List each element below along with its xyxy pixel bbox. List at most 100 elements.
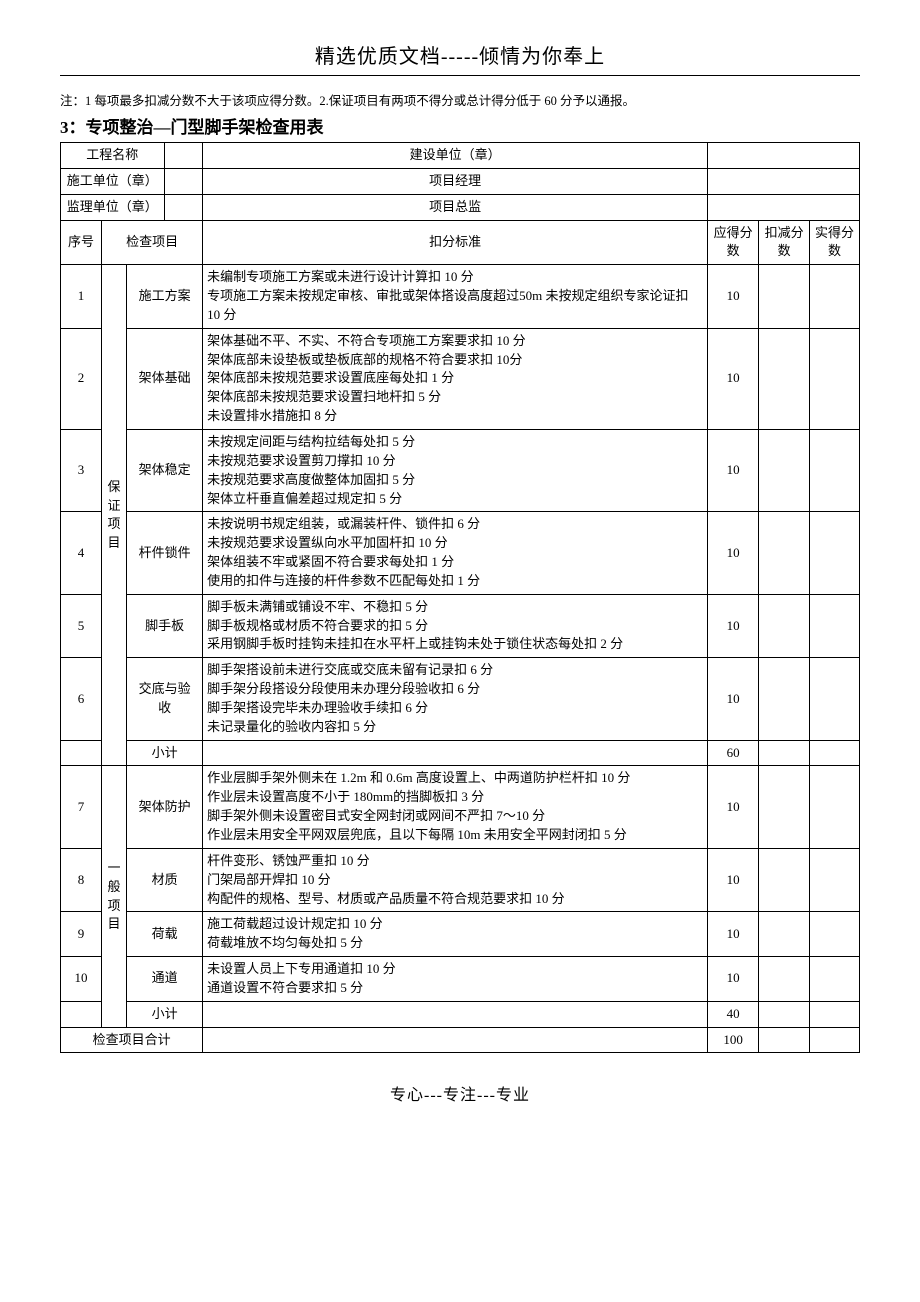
subtotal-actual (810, 740, 860, 766)
table-row: 6 交底与验 收 脚手架搭设前未进行交底或交底未留有记录扣 6 分脚手架分段搭设… (61, 658, 860, 740)
actual-cell (810, 848, 860, 912)
criteria-cell: 未按规定间距与结构拉结每处扣 5 分未按规范要求设置剪刀撑扣 10 分未按规范要… (203, 429, 708, 511)
total-should: 100 (708, 1027, 759, 1053)
director-value (708, 194, 860, 220)
deduct-cell (759, 912, 810, 957)
should-cell: 10 (708, 328, 759, 429)
item-cell: 交底与验 收 (127, 658, 203, 740)
col-deduct: 扣减分数 (759, 220, 810, 265)
deduct-cell (759, 512, 810, 594)
page-footer: 专心---专注---专业 (60, 1081, 860, 1105)
note-text: 注：1 每项最多扣减分数不大于该项应得分数。2.保证项目有两项不得分或总计得分低… (60, 90, 860, 109)
seq-cell: 7 (61, 766, 102, 848)
subtotal-row: 小计 40 (61, 1001, 860, 1027)
group-label: 一般项目 (102, 766, 127, 1027)
constructor-label: 施工单位（章） (61, 168, 165, 194)
should-cell: 10 (708, 957, 759, 1002)
should-cell: 10 (708, 429, 759, 511)
deduct-cell (759, 328, 810, 429)
item-cell: 杆件锁件 (127, 512, 203, 594)
constructor-value (164, 168, 203, 194)
director-label: 项目总监 (203, 194, 708, 220)
criteria-cell: 架体基础不平、不实、不符合专项施工方案要求扣 10 分架体底部未设垫板或垫板底部… (203, 328, 708, 429)
seq-cell-empty (61, 1001, 102, 1027)
item-cell: 架体基础 (127, 328, 203, 429)
pm-label: 项目经理 (203, 168, 708, 194)
subtotal-deduct (759, 1001, 810, 1027)
meta-row-1: 工程名称 建设单位（章） (61, 143, 860, 169)
subtotal-label: 小计 (127, 740, 203, 766)
subtotal-should: 40 (708, 1001, 759, 1027)
item-cell: 脚手板 (127, 594, 203, 658)
deduct-cell (759, 658, 810, 740)
seq-cell: 10 (61, 957, 102, 1002)
item-cell: 材质 (127, 848, 203, 912)
col-check-item: 检查项目 (102, 220, 203, 265)
item-cell: 架体防护 (127, 766, 203, 848)
criteria-cell: 杆件变形、锈蚀严重扣 10 分门架局部开焊扣 10 分构配件的规格、型号、材质或… (203, 848, 708, 912)
item-cell: 荷载 (127, 912, 203, 957)
seq-cell: 6 (61, 658, 102, 740)
actual-cell (810, 512, 860, 594)
total-label: 检查项目合计 (61, 1027, 203, 1053)
item-cell: 架体稳定 (127, 429, 203, 511)
table-row: 3 架体稳定 未按规定间距与结构拉结每处扣 5 分未按规范要求设置剪刀撑扣 10… (61, 429, 860, 511)
deduct-cell (759, 957, 810, 1002)
criteria-cell: 未按说明书规定组装，或漏装杆件、锁件扣 6 分未按规范要求设置纵向水平加固杆扣 … (203, 512, 708, 594)
column-header-row: 序号 检查项目 扣分标准 应得分数 扣减分数 实得分数 (61, 220, 860, 265)
deduct-cell (759, 594, 810, 658)
subtotal-row: 小计 60 (61, 740, 860, 766)
pm-value (708, 168, 860, 194)
deduct-cell (759, 848, 810, 912)
col-criteria: 扣分标准 (203, 220, 708, 265)
header-divider (60, 75, 860, 76)
should-cell: 10 (708, 766, 759, 848)
should-cell: 10 (708, 594, 759, 658)
criteria-cell: 作业层脚手架外侧未在 1.2m 和 0.6m 高度设置上、中两道防护栏杆扣 10… (203, 766, 708, 848)
total-deduct (759, 1027, 810, 1053)
seq-cell: 8 (61, 848, 102, 912)
actual-cell (810, 594, 860, 658)
total-criteria-empty (203, 1027, 708, 1053)
seq-cell: 4 (61, 512, 102, 594)
criteria-empty (203, 740, 708, 766)
meta-row-2: 施工单位（章） 项目经理 (61, 168, 860, 194)
page-header-title: 精选优质文档-----倾情为你奉上 (60, 40, 860, 69)
col-seq: 序号 (61, 220, 102, 265)
seq-cell: 2 (61, 328, 102, 429)
group-label: 保证项目 (102, 265, 127, 766)
section-title: 3：专项整治—门型脚手架检查用表 (60, 113, 860, 138)
seq-cell: 3 (61, 429, 102, 511)
seq-cell: 5 (61, 594, 102, 658)
subtotal-deduct (759, 740, 810, 766)
deduct-cell (759, 265, 810, 329)
actual-cell (810, 328, 860, 429)
actual-cell (810, 912, 860, 957)
table-row: 1 保证项目 施工方案 未编制专项施工方案或未进行设计计算扣 10 分专项施工方… (61, 265, 860, 329)
table-row: 7 一般项目 架体防护 作业层脚手架外侧未在 1.2m 和 0.6m 高度设置上… (61, 766, 860, 848)
seq-cell-empty (61, 740, 102, 766)
col-actual: 实得分数 (810, 220, 860, 265)
deduct-cell (759, 429, 810, 511)
criteria-cell: 脚手架搭设前未进行交底或交底未留有记录扣 6 分脚手架分段搭设分段使用未办理分段… (203, 658, 708, 740)
seq-cell: 1 (61, 265, 102, 329)
item-cell: 施工方案 (127, 265, 203, 329)
should-cell: 10 (708, 848, 759, 912)
subtotal-label: 小计 (127, 1001, 203, 1027)
should-cell: 10 (708, 265, 759, 329)
criteria-cell: 未编制专项施工方案或未进行设计计算扣 10 分专项施工方案未按规定审核、审批或架… (203, 265, 708, 329)
seq-cell: 9 (61, 912, 102, 957)
table-row: 9 荷载 施工荷载超过设计规定扣 10 分荷载堆放不均匀每处扣 5 分 10 (61, 912, 860, 957)
criteria-cell: 脚手板未满铺或铺设不牢、不稳扣 5 分脚手板规格或材质不符合要求的扣 5 分采用… (203, 594, 708, 658)
supervisor-label: 监理单位（章） (61, 194, 165, 220)
actual-cell (810, 265, 860, 329)
item-cell: 通道 (127, 957, 203, 1002)
actual-cell (810, 766, 860, 848)
table-row: 10 通道 未设置人员上下专用通道扣 10 分通道设置不符合要求扣 5 分 10 (61, 957, 860, 1002)
table-row: 4 杆件锁件 未按说明书规定组装，或漏装杆件、锁件扣 6 分未按规范要求设置纵向… (61, 512, 860, 594)
table-row: 8 材质 杆件变形、锈蚀严重扣 10 分门架局部开焊扣 10 分构配件的规格、型… (61, 848, 860, 912)
actual-cell (810, 658, 860, 740)
inspection-table: 工程名称 建设单位（章） 施工单位（章） 项目经理 监理单位（章） 项目总监 序… (60, 142, 860, 1053)
meta-row-3: 监理单位（章） 项目总监 (61, 194, 860, 220)
deduct-cell (759, 766, 810, 848)
